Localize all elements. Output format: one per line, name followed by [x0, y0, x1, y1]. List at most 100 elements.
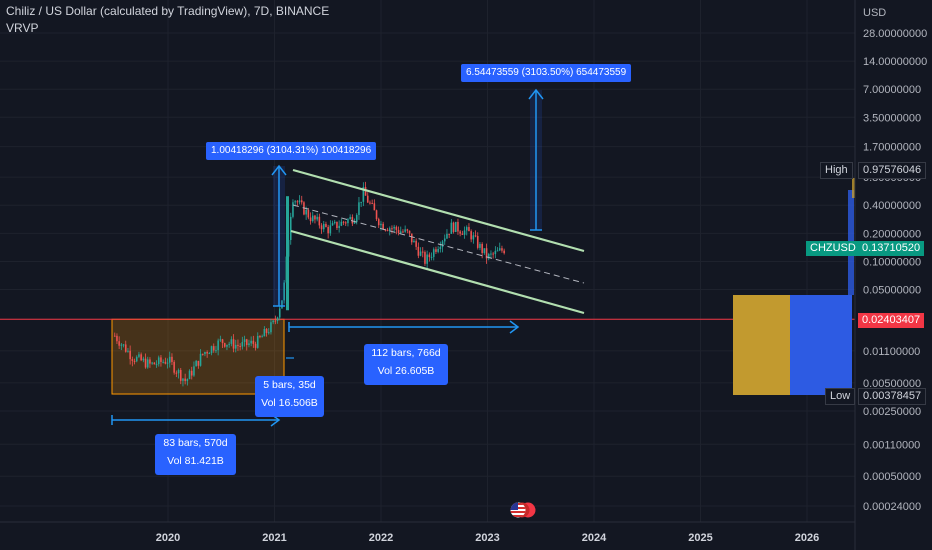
candle-body	[305, 209, 307, 215]
low-value-tag: 0.00378457	[858, 388, 927, 405]
candle-body	[252, 340, 255, 344]
candle-body	[140, 354, 142, 361]
candle-body	[157, 357, 160, 365]
price-range-arrow-1	[271, 164, 287, 307]
candle-body	[410, 233, 413, 243]
candle-body	[353, 221, 356, 224]
candle-body	[448, 233, 450, 235]
bars-count: 83 bars, 570d	[163, 437, 228, 449]
volume-profile	[733, 178, 855, 395]
candle-body	[382, 223, 384, 230]
candle-body	[485, 248, 488, 259]
low-label: Low	[825, 388, 856, 405]
candle-body	[487, 254, 490, 259]
candle-body	[184, 378, 186, 382]
measure-arrowhead	[528, 88, 544, 100]
candle-body	[144, 358, 147, 368]
candle-body	[338, 225, 340, 229]
candle-body	[344, 222, 347, 224]
volume: Vol 26.605B	[377, 365, 435, 377]
candle-body	[122, 344, 125, 346]
candle-body	[492, 253, 494, 255]
drawings[interactable]	[111, 88, 585, 427]
candle-body	[186, 379, 189, 382]
candle-body	[278, 308, 281, 318]
candle-body	[397, 229, 400, 233]
horizontal-level-tag: 0.02403407	[858, 313, 925, 328]
axis-unit: USD	[863, 7, 886, 19]
candle-body	[204, 351, 206, 355]
channel-mid-line	[292, 204, 585, 284]
candle-body	[432, 249, 435, 257]
price-tick-label: 0.00110000	[863, 439, 920, 451]
candle-body	[314, 215, 316, 220]
candle-body	[490, 253, 492, 255]
candle-body	[362, 186, 365, 202]
candle-body	[245, 339, 248, 346]
candle-body	[351, 217, 354, 224]
date-range-arrow-3	[288, 320, 520, 334]
candle-body	[276, 317, 279, 321]
price-range-label-2[interactable]: 6.54473559 (3103.50%) 654473559	[461, 64, 632, 82]
candle-body	[375, 210, 378, 220]
candle-body	[281, 300, 283, 309]
current-price-tag: 0.13710520	[858, 241, 925, 256]
candle-body	[391, 228, 393, 230]
candle-body	[498, 248, 501, 251]
price-range-label-1[interactable]: 1.00418296 (3104.31%) 100418296	[206, 142, 377, 160]
candle-body	[195, 360, 197, 367]
candle-body	[177, 369, 180, 374]
candle-body	[371, 202, 373, 204]
candle-body	[393, 226, 395, 229]
us-flag-icon[interactable]	[510, 502, 536, 518]
candle-body	[340, 221, 343, 226]
bars-count: 112 bars, 766d	[371, 347, 441, 359]
candle-body	[476, 236, 479, 248]
candle-body	[188, 370, 191, 380]
price-tick-label: 0.01100000	[863, 346, 920, 358]
breakout-candle	[286, 196, 289, 311]
candle-body	[331, 223, 334, 226]
candle-body	[243, 339, 246, 342]
candle-body	[292, 202, 294, 217]
candle-body	[355, 214, 358, 222]
price-tick-label: 0.05000000	[863, 285, 921, 297]
candle-body	[479, 243, 481, 248]
candle-body	[131, 359, 134, 361]
candle-body	[239, 345, 241, 347]
candle-body	[267, 332, 270, 334]
channel-lower-line	[290, 229, 585, 315]
candle-body	[404, 229, 406, 232]
candle-body	[349, 217, 351, 220]
candle-body	[426, 254, 428, 264]
channel-upper-line	[292, 168, 585, 253]
vp-down-volume	[790, 295, 852, 395]
candle-body	[446, 233, 448, 239]
candle-body	[395, 226, 398, 230]
candle-body	[256, 336, 259, 348]
time-axis: 2020 2021 2022 2023 2024 2025 2026	[0, 521, 855, 544]
date-range-label-1[interactable]: 83 bars, 570d Vol 81.421B	[155, 434, 236, 475]
candle-body	[300, 200, 303, 203]
candle-body	[316, 216, 318, 220]
price-tick-label: 0.10000000	[863, 256, 921, 268]
candle-body	[116, 335, 118, 342]
candle-body	[261, 336, 263, 338]
candle-body	[168, 356, 171, 363]
candle-body	[320, 225, 323, 230]
date-range-label-2[interactable]: 5 bars, 35d Vol 16.506B	[255, 376, 324, 417]
price-tick-label: 0.00250000	[863, 406, 921, 418]
candle-body	[166, 362, 169, 364]
candle-body	[118, 341, 120, 346]
candle-body	[358, 202, 360, 215]
candle-body	[325, 223, 327, 227]
candle-body	[373, 203, 376, 211]
date-range-label-3[interactable]: 112 bars, 766d Vol 26.605B	[364, 344, 448, 385]
price-tick-label: 7.00000000	[863, 84, 921, 96]
candle-body	[322, 223, 325, 230]
price-tick-label: 0.00500000	[863, 378, 921, 390]
time-tick-label: 2021	[262, 532, 286, 544]
candle-body	[210, 346, 213, 354]
candle-body	[450, 222, 453, 234]
